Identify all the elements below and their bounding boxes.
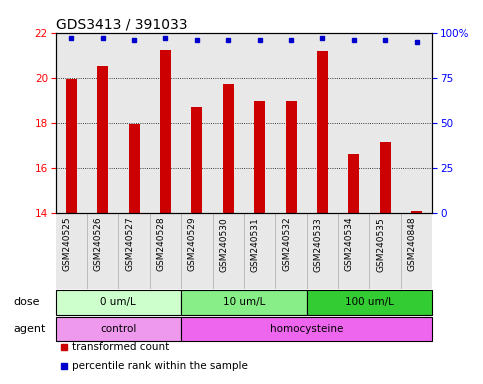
Bar [285,101,297,213]
Bar [97,66,108,213]
Text: homocysteine: homocysteine [270,324,343,334]
Bar [181,290,307,314]
Text: 0 um/L: 0 um/L [100,298,136,308]
Bar [254,101,265,213]
Text: GSM240529: GSM240529 [188,217,197,271]
Bar [56,317,181,341]
Text: dose: dose [13,298,40,308]
Text: percentile rank within the sample: percentile rank within the sample [72,361,248,371]
Text: GSM240535: GSM240535 [376,217,385,271]
Bar [380,142,391,213]
Text: 100 um/L: 100 um/L [345,298,394,308]
Text: GSM240533: GSM240533 [313,217,323,271]
Text: GSM240531: GSM240531 [251,217,260,271]
Text: GDS3413 / 391033: GDS3413 / 391033 [56,18,187,31]
Bar [181,317,432,341]
Text: GSM240532: GSM240532 [282,217,291,271]
Bar [307,290,432,314]
Bar [160,50,171,213]
Bar [411,211,422,213]
Text: GSM240526: GSM240526 [94,217,103,271]
Text: GSM240530: GSM240530 [219,217,228,271]
Bar [191,107,202,213]
Bar [348,154,359,213]
Text: GSM240534: GSM240534 [345,217,354,271]
Text: 10 um/L: 10 um/L [223,298,265,308]
Text: GSM240527: GSM240527 [125,217,134,271]
Bar [317,51,328,213]
Bar [128,124,140,213]
Text: GSM240848: GSM240848 [408,217,416,271]
Text: GSM240525: GSM240525 [62,217,71,271]
Text: control: control [100,324,137,334]
Text: transformed count: transformed count [72,343,170,353]
Bar [56,290,181,314]
Bar [66,79,77,213]
Text: GSM240528: GSM240528 [156,217,165,271]
Bar [223,84,234,213]
Text: agent: agent [13,324,45,334]
